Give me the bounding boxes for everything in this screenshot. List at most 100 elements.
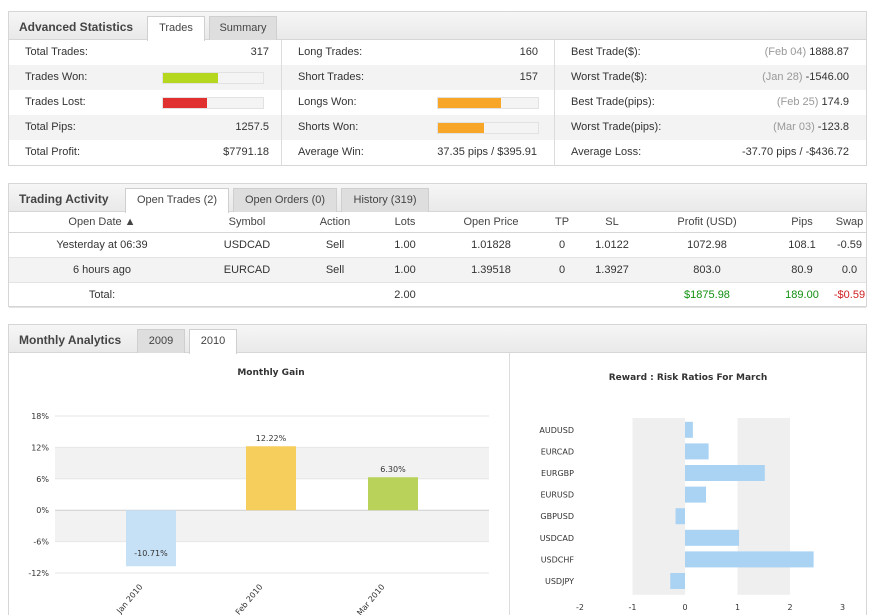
stat-label: Best Trade($): xyxy=(571,46,641,58)
stat-amount: -123.8 xyxy=(817,121,849,133)
cell-open-price: 1.01828 xyxy=(439,232,543,258)
grid-band xyxy=(737,418,790,595)
stat-longs-won: Longs Won: xyxy=(282,90,554,115)
stat-date: (Feb 25) xyxy=(776,96,819,108)
total-label: Total: xyxy=(9,282,195,308)
empty-cell xyxy=(581,282,643,308)
table-row[interactable]: 6 hours ago EURCAD Sell 1.00 1.39518 0 1… xyxy=(9,257,866,283)
longs-won-bar xyxy=(437,97,539,109)
stat-short-trades: Short Trades: 157 xyxy=(282,65,554,90)
stat-long-trades: Long Trades: 160 xyxy=(282,40,554,65)
stat-label: Total Profit: xyxy=(25,146,81,158)
stat-value: (Mar 03) -123.8 xyxy=(773,115,849,140)
stat-amount: 174.9 xyxy=(821,96,849,108)
stat-average-loss: Average Loss: -37.70 pips / -$436.72 xyxy=(555,140,866,165)
grid-band xyxy=(632,418,685,595)
advanced-statistics-title: Advanced Statistics xyxy=(19,20,134,34)
stat-value: 317 xyxy=(250,46,269,58)
y-tick-label: 18% xyxy=(31,412,49,421)
column-header-profit[interactable]: Profit (USD) xyxy=(643,212,771,233)
monthly-analytics-title: Monthly Analytics xyxy=(19,333,122,347)
stat-value: 157 xyxy=(519,71,538,83)
tab-trades[interactable]: Trades xyxy=(147,16,205,41)
tab-open-trades[interactable]: Open Trades (2) xyxy=(125,188,229,213)
cell-open-price: 1.39518 xyxy=(439,257,543,283)
tab-summary[interactable]: Summary xyxy=(209,16,277,40)
x-tick-label: Feb 2010 xyxy=(234,583,265,615)
trades-won-bar-fill xyxy=(163,73,218,83)
stat-amount: 1888.87 xyxy=(809,46,849,58)
table-header-row: Open Date ▲ Symbol Action Lots Open Pric… xyxy=(9,212,866,233)
stat-total-profit: Total Profit: $7791.18 xyxy=(9,140,281,165)
y-tick-label: EURGBP xyxy=(541,469,574,478)
stat-label: Worst Trade(pips): xyxy=(571,121,662,133)
stat-date: (Feb 04) xyxy=(764,46,807,58)
stat-total-trades: Total Trades: 317 xyxy=(9,40,281,65)
stat-label: Worst Trade($): xyxy=(571,71,648,83)
tab-history[interactable]: History (319) xyxy=(341,188,429,212)
x-tick-label: 2 xyxy=(787,603,792,612)
grid-band xyxy=(55,510,489,542)
column-header-open-price[interactable]: Open Price xyxy=(439,212,543,233)
stat-value: (Jan 28) -1546.00 xyxy=(762,65,849,90)
stat-value: 1257.5 xyxy=(235,121,269,133)
tab-open-orders[interactable]: Open Orders (0) xyxy=(233,188,337,212)
total-lots: 2.00 xyxy=(371,282,439,308)
bar xyxy=(685,486,706,503)
stat-label: Longs Won: xyxy=(298,96,357,108)
empty-cell xyxy=(299,282,371,308)
cell-open-date: 6 hours ago xyxy=(9,257,195,283)
chart-title: Reward : Risk Ratios For March xyxy=(609,373,767,383)
bar xyxy=(685,551,814,568)
y-tick-label: EURUSD xyxy=(540,491,574,500)
cell-profit: 1072.98 xyxy=(643,232,771,258)
stat-shorts-won: Shorts Won: xyxy=(282,115,554,140)
stat-label: Shorts Won: xyxy=(298,121,359,133)
stat-label: Total Trades: xyxy=(25,46,88,58)
stat-label: Best Trade(pips): xyxy=(571,96,655,108)
column-header-symbol[interactable]: Symbol xyxy=(195,212,299,233)
cell-lots: 1.00 xyxy=(371,232,439,258)
data-label: 6.30% xyxy=(380,465,406,474)
empty-cell xyxy=(439,282,543,308)
stat-average-win: Average Win: 37.35 pips / $395.91 xyxy=(282,140,554,165)
cell-swap: -0.59 xyxy=(833,232,866,258)
cell-open-date: Yesterday at 06:39 xyxy=(9,232,195,258)
column-header-pips[interactable]: Pips xyxy=(771,212,833,233)
shorts-won-bar xyxy=(437,122,539,134)
shorts-won-bar-fill xyxy=(438,123,484,133)
tab-2010[interactable]: 2010 xyxy=(189,329,237,354)
stat-label: Long Trades: xyxy=(298,46,363,58)
table-row[interactable]: Yesterday at 06:39 USDCAD Sell 1.00 1.01… xyxy=(9,232,866,258)
column-header-lots[interactable]: Lots xyxy=(371,212,439,233)
y-tick-label: 6% xyxy=(36,475,49,484)
stat-date: (Jan 28) xyxy=(762,71,803,83)
monthly-gain-chart-svg: Monthly Gain 18% 12% 6% 0% -6% -12% -10.71% Jan… xyxy=(28,368,489,615)
column-header-tp[interactable]: TP xyxy=(543,212,581,233)
cell-tp: 0 xyxy=(543,257,581,283)
stat-label: Trades Lost: xyxy=(25,96,86,108)
x-tick-label: -2 xyxy=(576,603,584,612)
y-tick-label: AUDUSD xyxy=(539,426,574,435)
x-tick-label: Jan 2010 xyxy=(114,583,144,615)
column-divider xyxy=(554,40,555,166)
column-header-open-date[interactable]: Open Date ▲ xyxy=(9,212,195,233)
bar xyxy=(126,510,176,567)
stat-label: Average Loss: xyxy=(571,146,642,158)
stat-label: Trades Won: xyxy=(25,71,88,83)
column-header-action[interactable]: Action xyxy=(299,212,371,233)
cell-swap: 0.0 xyxy=(833,257,866,283)
risk-ratio-chart: Reward : Risk Ratios For March -2 -1 0 1 2 3 A… xyxy=(510,353,866,615)
bar xyxy=(685,443,709,460)
tab-2009[interactable]: 2009 xyxy=(137,329,185,353)
x-tick-label: 3 xyxy=(840,603,845,612)
stat-label: Total Pips: xyxy=(25,121,76,133)
total-profit: $1875.98 xyxy=(643,282,771,308)
stat-trades-lost: Trades Lost: xyxy=(9,90,281,115)
stat-best-trade-usd: Best Trade($): (Feb 04) 1888.87 xyxy=(555,40,866,65)
column-header-swap[interactable]: Swap xyxy=(833,212,866,233)
stat-date: (Mar 03) xyxy=(773,121,815,133)
cell-profit: 803.0 xyxy=(643,257,771,283)
stat-value: -37.70 pips / -$436.72 xyxy=(741,146,849,158)
column-header-sl[interactable]: SL xyxy=(581,212,643,233)
